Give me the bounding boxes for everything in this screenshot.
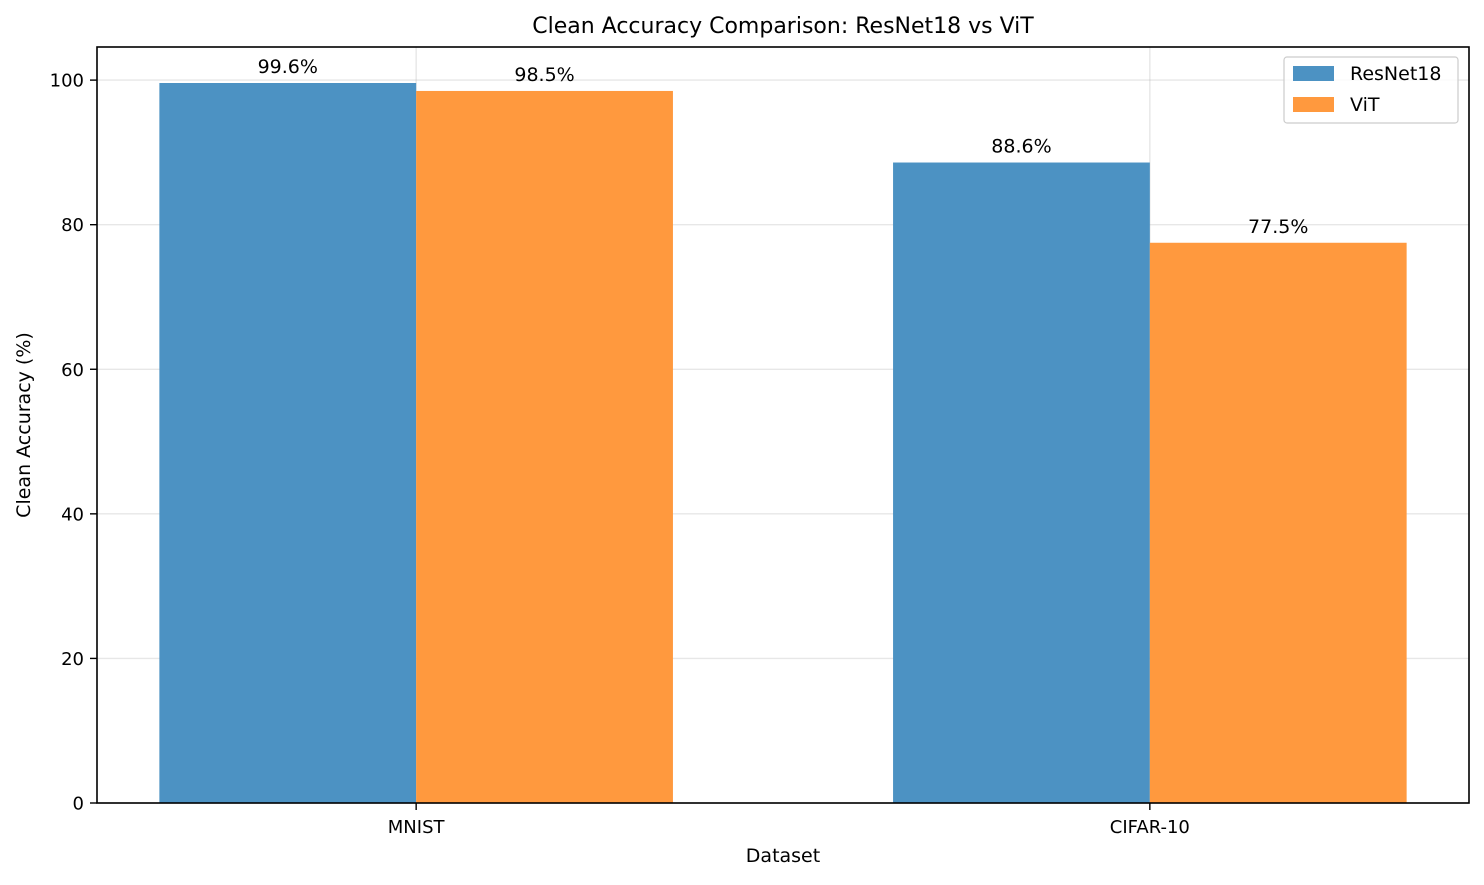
bar-resnet18-cifar-10 — [893, 162, 1150, 803]
legend-label: ViT — [1350, 94, 1380, 116]
bar-value-label: 99.6% — [258, 56, 318, 78]
y-tick-label: 40 — [61, 504, 84, 525]
y-tick-label: 0 — [73, 794, 84, 815]
legend-swatch — [1293, 66, 1334, 81]
bar-resnet18-mnist — [159, 83, 417, 803]
plot-area-frame — [96, 46, 1470, 804]
legend-label: ResNet18 — [1350, 63, 1441, 85]
y-tick-label: 80 — [61, 215, 84, 236]
legend: ResNet18 ViT — [1283, 56, 1459, 124]
legend-entries: ResNet18 ViT — [1293, 63, 1441, 116]
y-axis-label: Clean Accuracy (%) — [13, 332, 35, 518]
axis-ticks: 0 20 40 60 80 100 MNIST CIFAR-10 — [50, 71, 1190, 838]
x-axis-label: Dataset — [746, 845, 820, 867]
bars — [159, 83, 1407, 804]
y-tick-label: 60 — [61, 360, 84, 381]
bar-vit-cifar-10 — [1149, 242, 1407, 803]
bar-vit-mnist — [416, 90, 673, 804]
x-tick-label: MNIST — [388, 817, 446, 838]
y-tick-label: 20 — [61, 649, 84, 670]
bar-value-label: 77.5% — [1248, 216, 1308, 238]
bar-value-label: 88.6% — [991, 136, 1051, 158]
y-tick-label: 100 — [50, 71, 84, 92]
data-labels: 99.6% 88.6% 98.5% 77.5% — [258, 56, 1309, 238]
bar-value-label: 98.5% — [514, 64, 574, 86]
chart-title: Clean Accuracy Comparison: ResNet18 vs V… — [532, 14, 1034, 39]
legend-swatch — [1293, 97, 1334, 112]
x-tick-label: CIFAR-10 — [1110, 817, 1190, 838]
